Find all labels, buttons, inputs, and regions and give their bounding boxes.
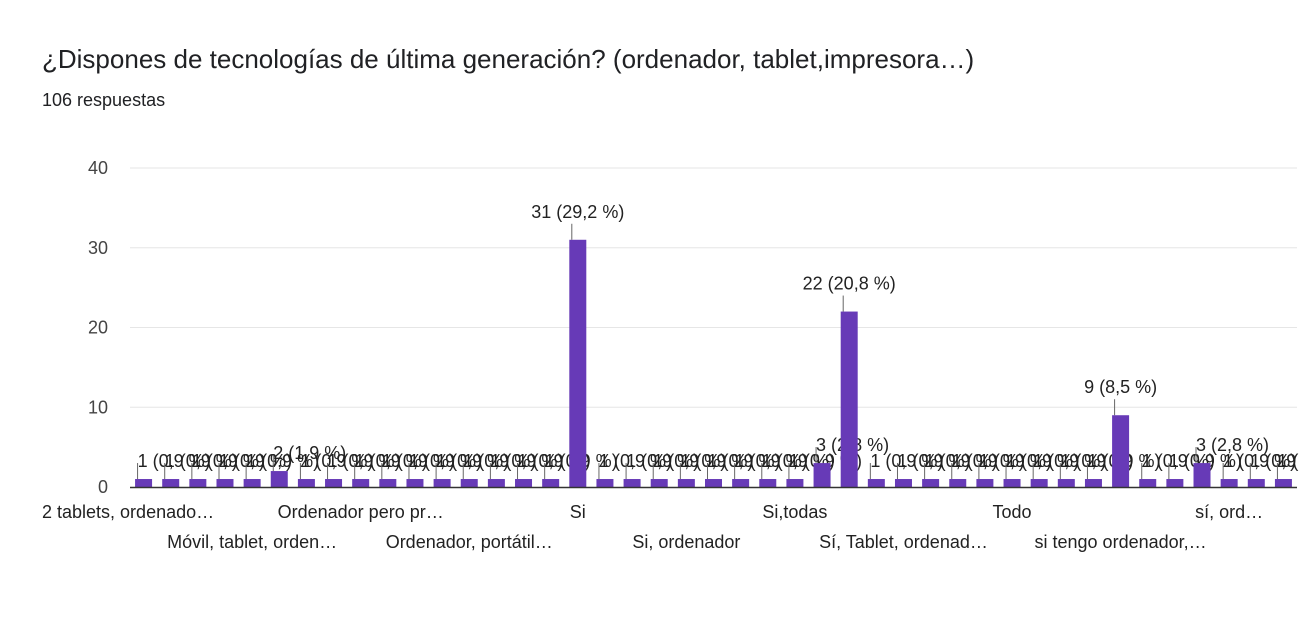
bar bbox=[840, 311, 858, 487]
bar bbox=[270, 471, 288, 487]
bar bbox=[596, 479, 614, 487]
bar bbox=[135, 479, 153, 487]
bar bbox=[732, 479, 750, 487]
bar bbox=[406, 479, 424, 487]
bar bbox=[189, 479, 207, 487]
data-label: 31 (29,2 %) bbox=[531, 202, 624, 222]
bar bbox=[705, 479, 722, 487]
bar bbox=[216, 479, 234, 487]
bar bbox=[1193, 463, 1211, 487]
bar bbox=[542, 479, 560, 487]
bar bbox=[325, 479, 343, 487]
data-label: 2 (1,9 %) bbox=[273, 443, 346, 463]
response-count: 106 respuestas bbox=[42, 90, 166, 110]
y-tick-label: 0 bbox=[98, 477, 108, 497]
x-tick-label: Si bbox=[570, 502, 586, 522]
x-tick-label: Móvil, tablet, orden… bbox=[167, 532, 337, 552]
y-tick-label: 10 bbox=[88, 397, 108, 417]
bar bbox=[1112, 415, 1130, 487]
y-tick-label: 40 bbox=[88, 158, 108, 178]
data-label: 1 (0,9 %) bbox=[1250, 451, 1299, 471]
bar bbox=[677, 479, 695, 487]
y-tick-label: 20 bbox=[88, 318, 108, 338]
chart-title: ¿Dispones de tecnologías de última gener… bbox=[42, 44, 975, 74]
x-tick-label: Todo bbox=[993, 502, 1032, 522]
bar bbox=[976, 479, 994, 487]
bar bbox=[297, 479, 315, 487]
data-label: 22 (20,8 %) bbox=[803, 274, 896, 294]
bar bbox=[1274, 479, 1292, 487]
x-tick-label: sí, ord… bbox=[1195, 502, 1263, 522]
x-tick-label: Ordenador, portátil… bbox=[386, 532, 553, 552]
bar bbox=[460, 479, 478, 487]
bar bbox=[379, 479, 397, 487]
bar bbox=[650, 479, 668, 487]
bar bbox=[1139, 479, 1157, 487]
data-label: 1 (0,9 %) bbox=[1277, 451, 1299, 471]
x-tick-label: si tengo ordenador,… bbox=[1035, 532, 1207, 552]
bar bbox=[786, 479, 804, 487]
x-tick-label: Sí, Tablet, ordenad… bbox=[819, 532, 988, 552]
bar bbox=[1003, 479, 1021, 487]
x-tick-label: 2 tablets, ordenado… bbox=[42, 502, 214, 522]
bar bbox=[1220, 479, 1238, 487]
x-tick-label: Si,todas bbox=[762, 502, 827, 522]
x-tick-label: Ordenador pero pr… bbox=[278, 502, 444, 522]
bar bbox=[867, 479, 885, 487]
bar bbox=[569, 239, 587, 487]
bar bbox=[1084, 479, 1102, 487]
y-tick-label: 30 bbox=[88, 238, 108, 258]
data-label: 3 (2,8 %) bbox=[1196, 435, 1269, 455]
bar bbox=[1247, 479, 1265, 487]
bar bbox=[433, 479, 451, 487]
bar bbox=[1166, 479, 1184, 487]
bar bbox=[759, 479, 777, 487]
bar bbox=[243, 479, 261, 487]
bar bbox=[487, 479, 505, 487]
bar bbox=[922, 479, 940, 487]
bar bbox=[352, 479, 370, 487]
bar bbox=[1057, 479, 1075, 487]
bar bbox=[623, 479, 641, 487]
data-label: 9 (8,5 %) bbox=[1084, 377, 1157, 397]
bar bbox=[162, 479, 180, 487]
bar bbox=[515, 479, 533, 487]
bar bbox=[949, 479, 967, 487]
bar bbox=[894, 479, 912, 487]
bar bbox=[1030, 479, 1048, 487]
bar bbox=[813, 463, 831, 487]
x-tick-label: Si, ordenador bbox=[632, 532, 740, 552]
